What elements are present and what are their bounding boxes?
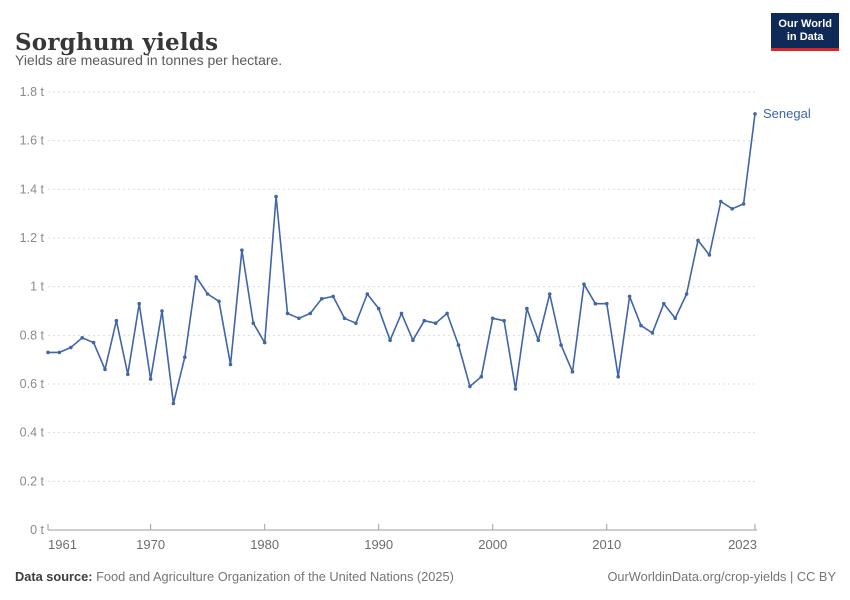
data-source-label: Data source: (15, 569, 93, 584)
data-point[interactable] (126, 372, 130, 377)
data-point[interactable] (137, 301, 141, 306)
data-point[interactable] (673, 316, 677, 321)
x-tick-label: 1990 (364, 537, 393, 552)
data-point[interactable] (114, 318, 119, 323)
data-point[interactable] (593, 301, 598, 306)
data-point[interactable] (502, 318, 506, 323)
y-tick-label: 0.2 t (20, 474, 45, 488)
data-source-text: Food and Agriculture Organization of the… (92, 569, 454, 584)
data-point[interactable] (354, 321, 358, 326)
series-label-senegal[interactable]: Senegal (763, 106, 811, 121)
y-tick-label: 1.6 t (20, 134, 45, 148)
data-point[interactable] (684, 292, 689, 296)
data-point[interactable] (91, 340, 96, 345)
data-point[interactable] (547, 292, 552, 296)
x-tick-label: 1980 (250, 537, 279, 552)
chart-footer: Data source: Food and Agriculture Organi… (15, 569, 836, 584)
x-tick-label: 2023 (728, 537, 757, 552)
data-point[interactable] (285, 311, 290, 316)
y-tick-label: 0.4 t (20, 426, 45, 440)
data-point[interactable] (433, 321, 438, 326)
page-subtitle: Yields are measured in tonnes per hectar… (15, 52, 283, 68)
data-point[interactable] (103, 367, 107, 372)
data-point[interactable] (753, 112, 757, 116)
x-tick-label: 1961 (48, 537, 77, 552)
data-point[interactable] (513, 387, 518, 391)
data-point[interactable] (388, 338, 392, 343)
x-tick-label: 1970 (136, 537, 165, 552)
data-point[interactable] (490, 316, 495, 321)
data-point[interactable] (479, 374, 484, 379)
data-point[interactable] (69, 345, 73, 350)
data-point[interactable] (468, 384, 472, 389)
data-point[interactable] (80, 336, 84, 340)
y-tick-label: 0 t (30, 523, 44, 537)
data-point[interactable] (627, 294, 632, 299)
data-point[interactable] (582, 282, 586, 287)
data-point[interactable] (399, 311, 404, 316)
data-point[interactable] (741, 202, 746, 206)
data-point[interactable] (46, 350, 50, 355)
data-point[interactable] (228, 362, 233, 367)
data-point[interactable] (639, 323, 643, 328)
data-point[interactable] (342, 316, 347, 321)
data-point[interactable] (251, 321, 256, 326)
data-source-note: Data source: Food and Agriculture Organi… (15, 569, 454, 584)
data-point[interactable] (331, 294, 335, 299)
data-point[interactable] (616, 374, 620, 379)
x-tick-label: 2010 (592, 537, 621, 552)
data-point[interactable] (605, 301, 609, 306)
data-point[interactable] (194, 275, 198, 279)
owid-logo[interactable]: Our World in Data (771, 13, 839, 51)
data-point[interactable] (525, 306, 529, 311)
data-point[interactable] (411, 338, 415, 343)
owid-logo-line1: Our World (778, 18, 832, 30)
data-point[interactable] (365, 292, 370, 296)
data-point[interactable] (707, 253, 712, 257)
y-tick-label: 0.6 t (20, 377, 45, 391)
owid-logo-line2: in Data (786, 31, 824, 43)
data-point[interactable] (730, 207, 734, 211)
data-point[interactable] (274, 194, 278, 199)
data-point[interactable] (217, 299, 221, 304)
data-point[interactable] (456, 343, 461, 347)
data-point[interactable] (205, 292, 210, 296)
data-point[interactable] (445, 311, 449, 316)
data-point[interactable] (376, 306, 381, 311)
y-tick-label: 1.8 t (20, 85, 45, 99)
data-point[interactable] (171, 401, 176, 406)
attribution-link[interactable]: OurWorldinData.org/crop-yields | CC BY (607, 569, 836, 584)
y-tick-label: 0.8 t (20, 328, 45, 342)
data-point[interactable] (650, 331, 655, 335)
data-point[interactable] (719, 199, 723, 204)
data-point[interactable] (308, 311, 313, 316)
data-point[interactable] (536, 338, 541, 343)
data-point[interactable] (297, 316, 301, 321)
data-point[interactable] (570, 370, 575, 374)
data-point[interactable] (422, 318, 427, 323)
x-tick-label: 2000 (478, 537, 507, 552)
yield-line-senegal[interactable] (48, 113, 756, 405)
y-tick-label: 1.4 t (20, 182, 45, 196)
data-point[interactable] (148, 377, 153, 381)
data-point[interactable] (559, 343, 563, 347)
data-point[interactable] (696, 238, 700, 243)
data-point[interactable] (57, 350, 62, 355)
data-point[interactable] (262, 340, 267, 345)
data-point[interactable] (319, 297, 324, 301)
y-tick-label: 1.2 t (20, 231, 45, 245)
data-point[interactable] (183, 355, 187, 360)
data-point[interactable] (662, 301, 666, 306)
data-point[interactable] (240, 248, 244, 252)
data-point[interactable] (160, 309, 164, 313)
page-title: Sorghum yields (15, 29, 219, 57)
y-tick-label: 1 t (30, 280, 44, 294)
